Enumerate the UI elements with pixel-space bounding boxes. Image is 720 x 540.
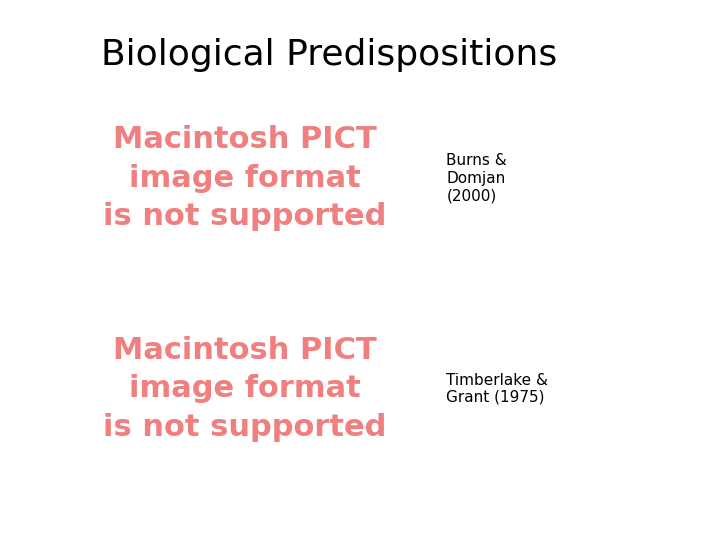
Text: Macintosh PICT
image format
is not supported: Macintosh PICT image format is not suppo… [103,125,387,231]
Text: Burns &
Domjan
(2000): Burns & Domjan (2000) [446,153,507,203]
Text: Macintosh PICT
image format
is not supported: Macintosh PICT image format is not suppo… [103,336,387,442]
Text: Biological Predispositions: Biological Predispositions [101,38,557,72]
Text: Timberlake &
Grant (1975): Timberlake & Grant (1975) [446,373,549,405]
